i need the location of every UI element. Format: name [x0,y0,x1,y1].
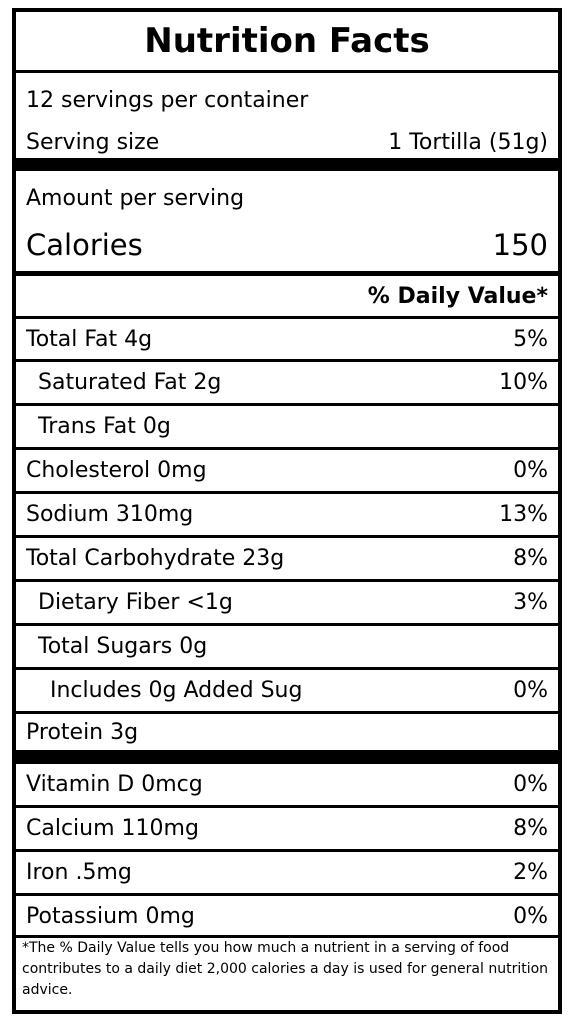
nutrition-facts-label: Nutrition Facts 12 servings per containe… [12,8,562,1014]
nutrient-daily-value: 3% [513,590,548,615]
nutrient-daily-value: 13% [499,502,548,527]
nutrient-row: Total Fat 4g 5% [26,319,548,359]
nutrient-row: Saturated Fat 2g 10% [26,362,548,403]
calories-label: Calories [26,228,143,262]
vitamin-daily-value: 0% [513,904,548,929]
nutrient-row: Cholesterol 0mg 0% [26,450,548,491]
nutrient-row: Total Sugars 0g [26,626,548,667]
nutrient-daily-value: 10% [499,370,548,395]
vitamin-label: Iron .5mg [26,860,132,885]
serving-size-value: 1 Tortilla (51g) [388,129,548,155]
vitamin-daily-value: 2% [513,860,548,885]
nutrient-daily-value: 5% [513,326,548,352]
vitamin-label: Vitamin D 0mcg [26,772,203,797]
daily-value-header-row: % Daily Value* [26,278,548,314]
divider [16,893,558,896]
nutrient-label: Saturated Fat 2g [38,370,222,395]
serving-size-label: Serving size [26,129,160,155]
divider [16,491,558,494]
vitamin-row: Potassium 0mg 0% [26,896,548,937]
daily-value-header: % Daily Value* [367,283,548,309]
divider [16,447,558,450]
vitamin-label: Calcium 110mg [26,816,199,841]
nutrient-label: Total Fat 4g [26,326,153,352]
amount-per-serving: Amount per serving [26,185,245,211]
servings-per-container: 12 servings per container [26,87,309,113]
nutrient-label: Total Sugars 0g [38,634,208,659]
thick-divider [16,158,558,171]
nutrient-daily-value: 0% [513,458,548,483]
vitamin-row: Iron .5mg 2% [26,852,548,893]
vitamin-row: Calcium 110mg 8% [26,808,548,849]
nutrient-label: Dietary Fiber <1g [38,590,233,615]
nutrient-daily-value: 0% [513,678,548,703]
calories-row: Calories 150 [26,222,548,268]
nutrient-daily-value: 8% [513,546,548,571]
vitamin-row: Vitamin D 0mcg 0% [26,764,548,805]
nutrient-label: Sodium 310mg [26,502,194,527]
nutrient-label: Cholesterol 0mg [26,458,207,483]
divider [16,535,558,538]
nutrient-row: Trans Fat 0g [26,406,548,447]
divider [16,935,558,938]
label-title: Nutrition Facts [144,21,430,61]
servings-row: 12 servings per container [26,84,548,116]
divider [16,711,558,714]
thick-divider [16,750,558,764]
nutrient-row: Protein 3g [26,714,548,750]
nutrient-row: Sodium 310mg 13% [26,494,548,535]
nutrient-row: Dietary Fiber <1g 3% [26,582,548,623]
nutrient-row: Includes 0g Added Sug 0% [26,670,548,711]
nutrient-label: Includes 0g Added Sug [50,678,303,703]
nutrient-label: Total Carbohydrate 23g [26,546,285,571]
divider [16,359,558,362]
divider [16,70,558,73]
divider [16,623,558,626]
divider [16,271,558,276]
calories-value: 150 [492,228,548,262]
nutrient-label: Protein 3g [26,719,139,745]
divider [16,805,558,808]
divider [16,403,558,406]
footnote: *The % Daily Value tells you how much a … [22,940,549,998]
nutrient-label: Trans Fat 0g [38,414,171,439]
amount-per-serving-row: Amount per serving [26,182,548,214]
divider [16,849,558,852]
divider [16,316,558,319]
divider [16,667,558,670]
nutrient-row: Total Carbohydrate 23g 8% [26,538,548,579]
vitamin-daily-value: 8% [513,816,548,841]
serving-size-row: Serving size 1 Tortilla (51g) [26,126,548,158]
divider [16,579,558,582]
vitamin-label: Potassium 0mg [26,904,195,929]
vitamin-daily-value: 0% [513,772,548,797]
